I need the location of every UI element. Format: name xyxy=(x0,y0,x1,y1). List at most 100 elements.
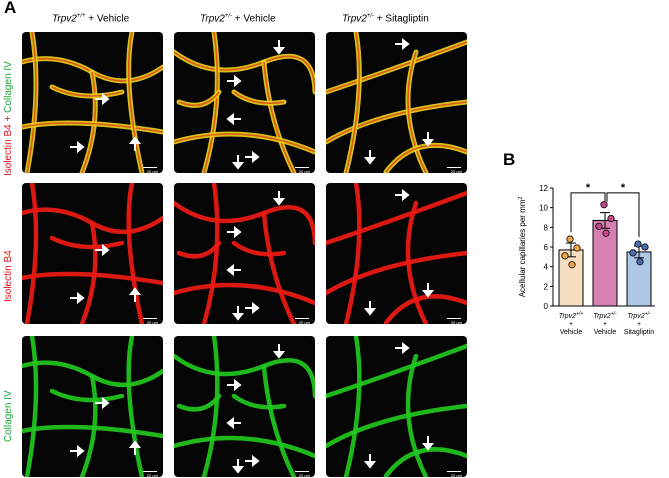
arrow-icon xyxy=(272,40,286,55)
scale-bar xyxy=(143,167,157,168)
bar xyxy=(626,251,652,307)
arrow-icon xyxy=(272,344,286,359)
arrow-icon xyxy=(227,74,242,88)
arrow-icon xyxy=(363,301,377,316)
row-label-isolectin: Isolectin B4 xyxy=(3,250,14,302)
capillary xyxy=(126,183,145,324)
vessel-network xyxy=(174,336,315,477)
vessel-network xyxy=(174,32,315,173)
vessel-network xyxy=(326,32,467,173)
data-point xyxy=(561,252,569,260)
capillary xyxy=(405,200,429,324)
capillary-core xyxy=(385,144,467,173)
scale-bar-label: 20 μm xyxy=(298,473,310,477)
capillary xyxy=(174,435,315,459)
micrograph-isolectin-3: 20 μm xyxy=(326,183,467,324)
capillary xyxy=(383,294,467,324)
capillary-core xyxy=(178,91,220,107)
capillary xyxy=(24,336,39,477)
data-point xyxy=(634,240,642,248)
capillary xyxy=(174,353,315,399)
x-label-genotype: Trpv2+/- xyxy=(627,311,651,320)
x-label-superscript: +/- xyxy=(645,311,651,317)
scale-bar xyxy=(447,167,461,168)
capillary-core xyxy=(326,101,467,143)
arrow-icon xyxy=(395,188,410,202)
scale-bar xyxy=(295,471,309,472)
capillary xyxy=(126,336,145,477)
genotype: Trpv2 xyxy=(52,13,77,25)
arrow-icon xyxy=(227,378,242,392)
capillary-core xyxy=(51,86,123,97)
capillary xyxy=(383,447,467,477)
x-label-treatment: Vehicle xyxy=(560,329,583,336)
scale-bar-label: 20 μm xyxy=(146,169,158,173)
micrograph-collagen-1: 20 μm xyxy=(22,336,163,477)
arrow-icon xyxy=(95,92,110,106)
capillary-core xyxy=(26,32,37,173)
capillary xyxy=(326,190,467,246)
arrow-icon xyxy=(128,440,142,455)
data-point xyxy=(641,243,649,251)
arrow-icon xyxy=(395,341,410,355)
arrow-icon xyxy=(70,444,85,458)
genotype: Trpv2 xyxy=(342,13,367,25)
column-header-1: Trpv2+/+ + Vehicle xyxy=(52,13,129,24)
arrow-icon xyxy=(272,191,286,206)
micrograph-isolectin-2: 20 μm xyxy=(174,183,315,324)
row-label-part-3: Collagen IV xyxy=(3,61,14,113)
capillary xyxy=(343,183,362,324)
significance-bracket xyxy=(606,192,640,238)
arrow-icon xyxy=(227,225,242,239)
vessel-network xyxy=(22,183,163,324)
arrow-icon xyxy=(245,454,260,468)
capillary-core xyxy=(22,122,163,133)
scale-bar-label: 20 μm xyxy=(146,320,158,324)
capillary-core xyxy=(127,32,143,173)
capillary xyxy=(176,240,222,259)
significance-star: * xyxy=(586,182,591,194)
micrograph-isolectin-1: 20 μm xyxy=(22,183,163,324)
y-tick-label: 6 xyxy=(544,243,549,252)
bar-chart: 0 2 4 6 8 10 12 Acellular capillaries per mm2 Tr… xyxy=(518,182,655,336)
arrow-icon xyxy=(421,436,435,451)
row-label-part-2: + xyxy=(3,112,14,125)
x-label-superscript: +/+ xyxy=(576,311,583,317)
data-point xyxy=(607,214,615,223)
capillary xyxy=(49,388,125,403)
scale-bar xyxy=(143,318,157,319)
capillary xyxy=(24,183,39,324)
scale-bar xyxy=(295,318,309,319)
scale-bar xyxy=(447,318,461,319)
data-point xyxy=(568,261,576,269)
genotype-superscript: +/- xyxy=(366,13,374,19)
x-label-plus: + xyxy=(603,321,607,328)
treatment: + Sitagliptin xyxy=(376,13,429,25)
row-label-part-1: Isolectin B4 xyxy=(3,250,14,302)
data-point xyxy=(573,244,581,252)
genotype: Trpv2 xyxy=(200,13,225,25)
arrow-icon xyxy=(363,150,377,165)
arrow-icon xyxy=(128,136,142,151)
capillary xyxy=(231,240,287,257)
vessel-network xyxy=(22,32,163,173)
capillary xyxy=(261,59,297,173)
row-label-part-1: Isolectin B4 xyxy=(3,124,14,176)
data-point xyxy=(566,235,574,243)
significance-bracket xyxy=(570,192,606,233)
y-tick-label: 12 xyxy=(539,184,548,193)
capillary-core xyxy=(263,61,295,173)
capillary xyxy=(201,183,220,324)
capillary xyxy=(261,363,297,477)
arrow-icon xyxy=(231,155,245,170)
arrow-icon xyxy=(231,459,245,474)
panel-a-letter: A xyxy=(4,0,17,17)
data-point xyxy=(595,222,603,230)
micrograph-merge-2: 20 μm xyxy=(174,32,315,173)
capillary xyxy=(174,200,315,246)
scale-bar xyxy=(143,471,157,472)
capillary-core xyxy=(407,51,427,173)
genotype-superscript: +/- xyxy=(224,13,232,19)
y-tick-label: 2 xyxy=(544,282,549,291)
scale-bar-label: 20 μm xyxy=(450,320,462,324)
